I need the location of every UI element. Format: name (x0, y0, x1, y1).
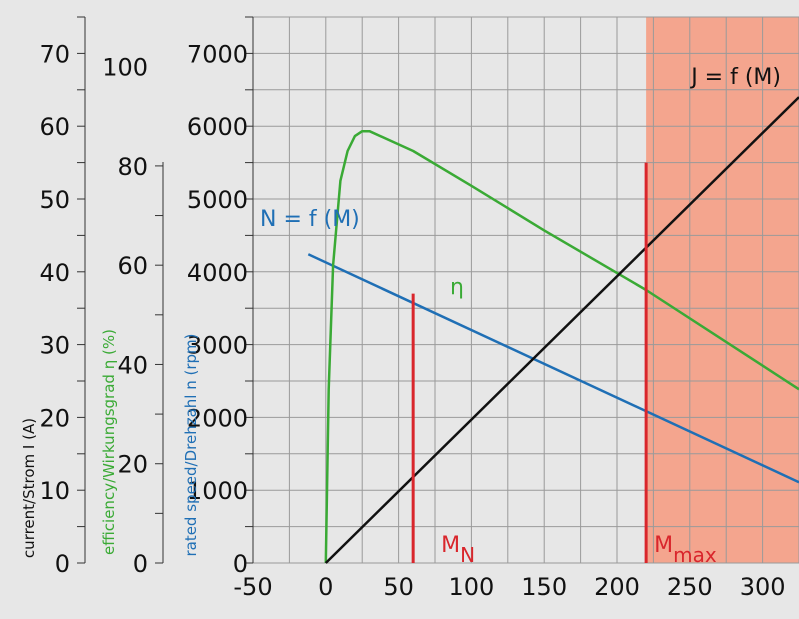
speed-tick-label: 4000 (187, 259, 248, 287)
efficiency-tick-label: 20 (117, 451, 148, 479)
efficiency-tick-label: 40 (117, 351, 148, 379)
speed-series-line (307, 253, 799, 484)
x-tick-label: 150 (521, 573, 567, 601)
current-tick-label: 20 (39, 404, 70, 432)
x-tick-label: 100 (448, 573, 494, 601)
torque-marker-label: MN (441, 533, 475, 567)
x-axis-ticks: -50 0 50 100 150 200 250 300 (233, 573, 785, 601)
efficiency-tick-label: 80 (117, 153, 148, 181)
torque-marker-symbol: M (654, 533, 673, 558)
current-tick-label: 10 (39, 477, 70, 505)
speed-tick-label: 3000 (187, 332, 248, 360)
series-lines (307, 96, 799, 564)
current-curve-label: J = f (M) (689, 65, 781, 90)
speed-curve-label: N = f (M) (260, 207, 360, 232)
speed-tick-label: 0 (233, 550, 248, 578)
x-tick-label: 300 (740, 573, 786, 601)
current-axis-title: current/Strom I (A) (20, 418, 38, 558)
torque-marker-label: Mmax (654, 533, 717, 567)
speed-tick-label: 7000 (187, 40, 248, 68)
x-tick-label: 250 (667, 573, 713, 601)
efficiency-axis-title: efficiency/Wirkungsgrad η (%) (100, 329, 118, 555)
efficiency-tick-label: 100 (102, 54, 148, 82)
efficiency-series-line (324, 129, 799, 564)
speed-tick-label: 5000 (187, 186, 248, 214)
speed-tick-label: 1000 (187, 477, 248, 505)
y-axes: 0102030405060700204060801000100020003000… (39, 16, 254, 578)
current-tick-label: 0 (55, 550, 70, 578)
current-tick-label: 30 (39, 332, 70, 360)
torque-marker-subscript: N (460, 543, 475, 567)
grid (252, 16, 799, 564)
torque-marker-subscript: max (673, 543, 717, 567)
current-series-line (324, 96, 799, 564)
efficiency-curve-label: η (450, 275, 464, 300)
current-tick-label: 70 (39, 40, 70, 68)
current-tick-label: 40 (39, 259, 70, 287)
torque-markers: MN Mmax (411, 162, 717, 567)
current-tick-label: 50 (39, 186, 70, 214)
x-tick-label: 0 (318, 573, 333, 601)
efficiency-tick-label: 0 (133, 550, 148, 578)
x-tick-label: 200 (594, 573, 640, 601)
speed-tick-label: 2000 (187, 404, 248, 432)
x-tick-label: -50 (233, 573, 272, 601)
speed-axis-title: rated speed/Drehzahl n (rpm) (182, 333, 200, 556)
speed-tick-label: 6000 (187, 113, 248, 141)
overload-region (646, 17, 799, 563)
efficiency-tick-label: 60 (117, 252, 148, 280)
torque-marker-symbol: M (441, 533, 460, 558)
x-tick-label: 50 (383, 573, 414, 601)
current-tick-label: 60 (39, 113, 70, 141)
